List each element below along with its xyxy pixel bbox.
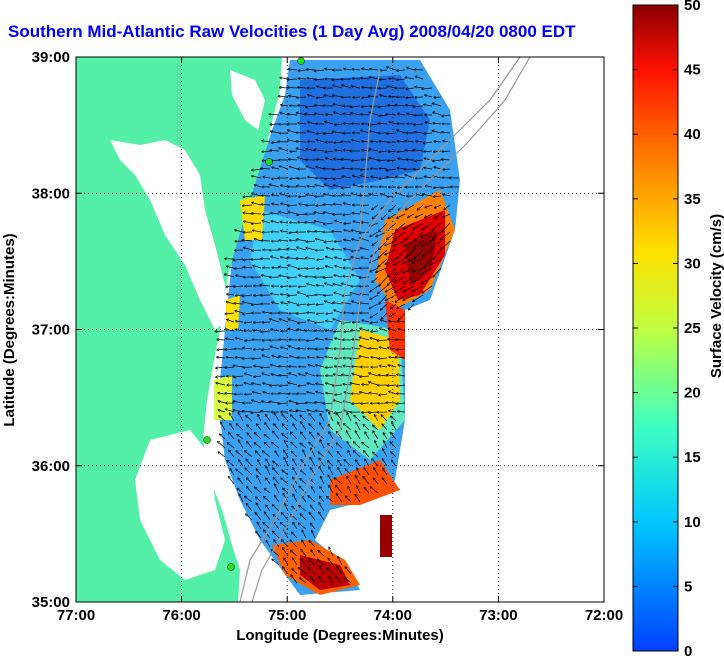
x-axis-label: Longitude (Degrees:Minutes) <box>236 627 444 644</box>
colorbar-tick-label: 50 <box>684 0 701 14</box>
y-axis-label: Latitude (Degrees:Minutes) <box>1 233 18 426</box>
station-marker <box>227 563 235 571</box>
colorbar-tick-label: 25 <box>684 320 701 337</box>
x-tick-label: 76:00 <box>162 607 200 624</box>
x-tick-label: 73:00 <box>479 607 517 624</box>
grid-lines <box>76 57 604 602</box>
station-marker <box>203 436 211 444</box>
station-marker <box>297 57 305 65</box>
y-tick-label: 38:00 <box>32 185 70 202</box>
colorbar-tick-label: 35 <box>684 191 701 208</box>
colorbar-tick-label: 40 <box>684 126 701 143</box>
bathymetry-contours <box>239 57 531 602</box>
y-tick-label: 37:00 <box>32 322 70 339</box>
radar-stations <box>203 57 305 571</box>
map-title: Southern Mid-Atlantic Raw Velocities (1 … <box>8 22 576 41</box>
colorbar-tick-label: 30 <box>684 255 701 272</box>
x-tick-label: 74:00 <box>374 607 412 624</box>
colorbar-label: Surface Velocity (cm/s) <box>708 214 724 378</box>
colorbar-tick-label: 0 <box>684 643 692 659</box>
y-tick-label: 39:00 <box>32 49 70 66</box>
x-axis-ticks: 77:00 76:00 75:00 74:00 73:00 72:00 <box>57 57 623 624</box>
y-axis-ticks: 39:00 38:00 37:00 36:00 35:00 <box>32 49 604 611</box>
x-tick-label: 75:00 <box>268 607 306 624</box>
bay-water <box>110 140 228 330</box>
y-tick-label: 36:00 <box>32 458 70 475</box>
station-marker <box>265 158 273 166</box>
y-tick-label: 35:00 <box>32 594 70 611</box>
velocity-vectors <box>215 67 460 584</box>
colorbar-tick-label: 15 <box>684 449 701 466</box>
colorbar-tick-label: 5 <box>684 578 692 595</box>
land-area <box>76 57 282 602</box>
x-tick-label: 72:00 <box>585 607 623 624</box>
x-tick-label: 77:00 <box>57 607 95 624</box>
pamlico-sound-water <box>135 430 225 580</box>
colorbar-tick-label: 45 <box>684 62 701 79</box>
colorbar-tick-label: 20 <box>684 385 701 402</box>
colorbar-tick-label: 10 <box>684 514 701 531</box>
colorbar <box>632 4 679 652</box>
delaware-bay-water <box>230 70 265 130</box>
